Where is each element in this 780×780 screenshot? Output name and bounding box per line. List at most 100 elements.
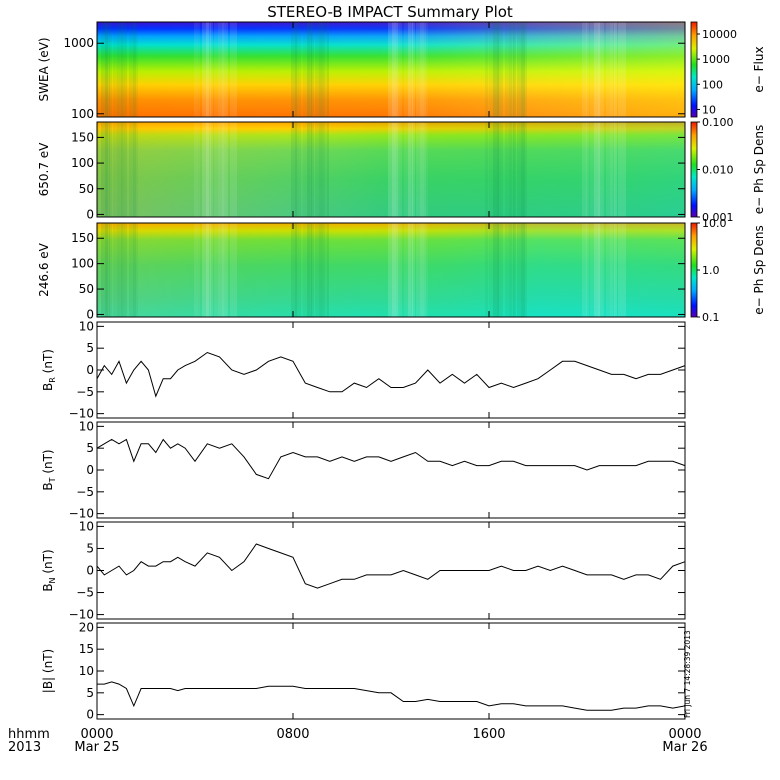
heatmap-streak — [319, 223, 325, 317]
colorbar-tick-label: 0.001 — [702, 211, 734, 224]
heatmap-streak — [113, 22, 121, 117]
heatmap-streak — [400, 22, 402, 117]
heatmap-streak — [590, 223, 598, 317]
heatmap-streak — [493, 223, 499, 317]
y-axis-label-subscript: N — [48, 577, 57, 583]
heatmap-streak — [121, 122, 125, 217]
heatmap-streak — [129, 223, 136, 317]
heatmap-streak — [485, 122, 488, 217]
heatmap-streak — [194, 223, 198, 317]
x-axis-year-label: 2013 — [8, 740, 41, 755]
heatmap-streak — [396, 223, 400, 317]
y-axis-label-main: B — [41, 482, 55, 490]
y-tick-label: −5 — [76, 485, 94, 499]
colorbar-label: e− Ph Sp Dens — [752, 125, 766, 214]
heatmap-streak — [133, 22, 138, 117]
heatmap-streak — [501, 223, 503, 317]
heatmap-shade-pad650 — [97, 122, 685, 217]
heatmap-streak — [97, 122, 99, 217]
colorbar-tick-label: 0.100 — [702, 116, 734, 129]
heatmap-streak — [513, 22, 516, 117]
heatmap-streak — [194, 122, 198, 217]
heatmap-streak — [420, 122, 426, 217]
heatmap-streak — [392, 22, 398, 117]
y-tick-label: 150 — [71, 231, 94, 245]
y-axis-label: SWEA (eV) — [37, 37, 51, 101]
heatmap-streak — [517, 22, 525, 117]
heatmap-streak — [206, 22, 211, 117]
x-tick-label: 0000 — [668, 727, 701, 742]
colorbar-pad246 — [690, 222, 698, 318]
heatmap-streak — [222, 223, 226, 317]
panel-br: −10 −5 0 5 10 BR (nT) — [41, 319, 686, 421]
heatmap-streak — [125, 223, 127, 317]
y-tick-label: 100 — [71, 257, 94, 271]
heatmap-streak — [121, 223, 125, 317]
heatmap-streak — [388, 223, 396, 317]
heatmap-streak — [521, 22, 527, 117]
colorbar-tick-label: 0.1 — [702, 311, 720, 324]
heatmap-streak — [222, 22, 226, 117]
heatmap-streak — [218, 22, 224, 117]
heatmap-streak — [489, 122, 497, 217]
y-axis-label-unit: (nT) — [41, 349, 55, 377]
heatmap-streak — [117, 22, 123, 117]
y-tick-label: 0 — [86, 564, 94, 578]
panel-bt: −10 −5 0 5 10 BT (nT) — [41, 419, 686, 521]
heatmap-streak — [222, 122, 226, 217]
heatmap-streak — [109, 223, 112, 317]
heatmap-streak — [614, 223, 617, 317]
panel-bn: −10 −5 0 5 10 BN (nT) — [41, 519, 686, 622]
heatmap-streak — [408, 223, 413, 317]
heatmap-streak — [602, 122, 604, 217]
y-axis-label-unit: (nT) — [41, 649, 55, 677]
heatmap-streak — [598, 223, 602, 317]
heatmap-streak — [396, 22, 400, 117]
heatmap-streak — [109, 122, 112, 217]
heatmap-streak — [586, 22, 589, 117]
colorbar-tick-label: 10.0 — [702, 217, 727, 230]
heatmap-streak — [133, 122, 138, 217]
heatmap-streak — [618, 22, 626, 117]
heatmap-streak — [299, 22, 301, 117]
heatmap-streak — [606, 122, 613, 217]
heatmap-streak — [210, 22, 213, 117]
heatmap-streak — [586, 223, 589, 317]
heatmap-streak — [97, 223, 99, 317]
heatmap-streak — [105, 122, 110, 217]
y-tick-label: 15 — [79, 642, 94, 656]
heatmap-streak — [109, 22, 112, 117]
heatmap-streak — [202, 122, 209, 217]
y-tick-label: 5 — [86, 541, 94, 555]
heatmap-streak — [202, 223, 209, 317]
y-tick-label: 0 — [86, 363, 94, 377]
heatmap-streak — [400, 223, 402, 317]
heatmap-streak — [311, 22, 314, 117]
heatmap-streak — [517, 223, 525, 317]
heatmap-streak — [497, 22, 501, 117]
y-tick-label: 5 — [86, 686, 94, 700]
heatmap-streak — [590, 22, 598, 117]
heatmap-streak — [388, 122, 396, 217]
heatmap-streak — [230, 22, 237, 117]
heatmap-streak — [590, 122, 598, 217]
y-axis-label: 650.7 eV — [37, 142, 51, 197]
heatmap-streak — [505, 22, 512, 117]
heatmap-streak — [113, 223, 121, 317]
heatmap-streak — [424, 223, 428, 317]
heatmap-streak — [424, 22, 428, 117]
y-axis-label: 246.6 eV — [37, 242, 51, 297]
heatmap-streak — [598, 122, 602, 217]
heatmap-streak — [404, 223, 411, 317]
y-axis-label-main: |B| — [41, 677, 55, 693]
heatmap-streak — [517, 122, 525, 217]
heatmap-streak — [323, 223, 327, 317]
y-axis-label-unit: (nT) — [41, 549, 55, 577]
y-tick-label: 5 — [86, 441, 94, 455]
series-line-bmag — [97, 681, 686, 711]
heatmap-streak — [610, 22, 615, 117]
heatmap-streak — [117, 223, 123, 317]
y-tick-label: 0 — [86, 307, 94, 321]
heatmap-streak — [303, 223, 310, 317]
heatmap-streak — [501, 122, 503, 217]
